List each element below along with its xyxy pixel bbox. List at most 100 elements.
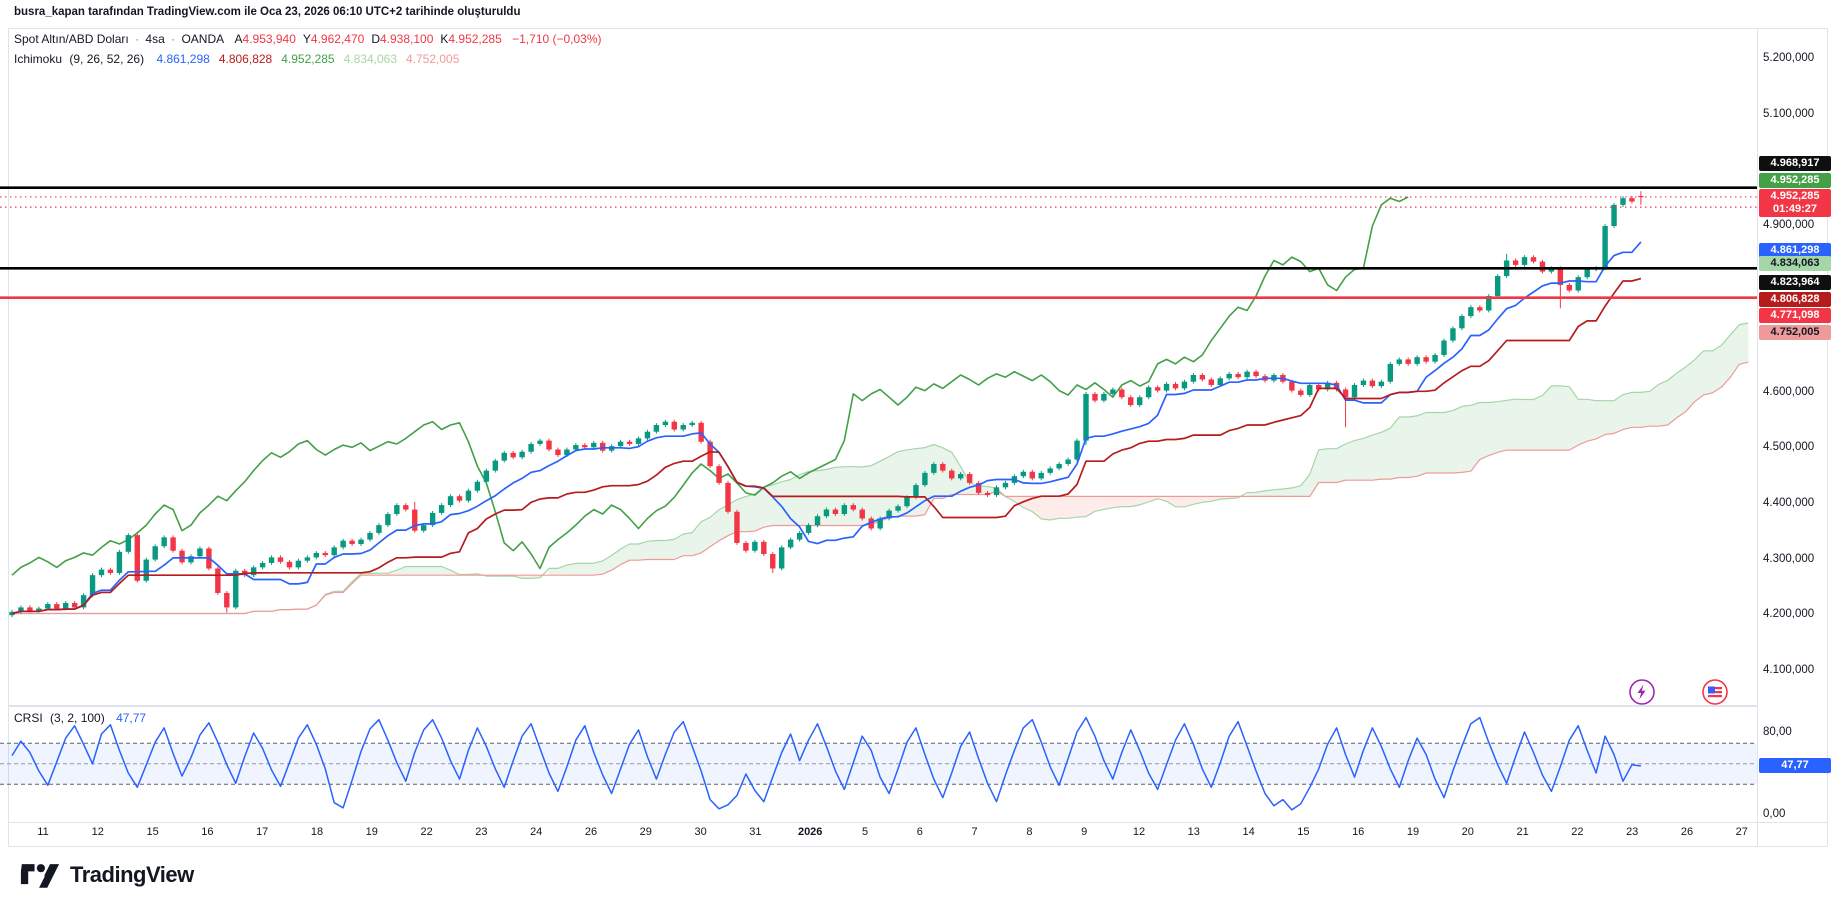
symbol-title: Spot Altın/ABD Doları xyxy=(14,32,129,46)
bar-countdown: 01:49:27 xyxy=(1772,203,1818,215)
time-tick-label: 23 xyxy=(1626,826,1639,838)
time-tick-label: 2026 xyxy=(797,826,823,838)
ichimoku-value: 4.861,298 xyxy=(156,52,210,66)
time-tick-label: 24 xyxy=(530,826,543,838)
time-tick-label: 12 xyxy=(91,826,104,838)
time-tick-label: 14 xyxy=(1242,826,1255,838)
time-tick-label: 22 xyxy=(420,826,433,838)
tradingview-logo-icon xyxy=(20,864,60,888)
crsi-value-badge: 47,77 xyxy=(1759,758,1831,773)
time-tick-label: 19 xyxy=(1406,826,1420,838)
ohlc-letter: A xyxy=(234,32,243,46)
ichimoku-value: 4.834,063 xyxy=(343,52,397,66)
price-badge: 4.968,917 xyxy=(1759,156,1831,171)
ohlc-value: 4.953,940 xyxy=(242,32,296,46)
time-axis-separator xyxy=(8,822,1827,823)
crsi-pane[interactable] xyxy=(0,706,1757,822)
crsi-legend[interactable]: CRSI (3, 2, 100) 47,77 xyxy=(14,711,146,725)
price-change: −1,710 (−0,03%) xyxy=(512,32,602,46)
ichimoku-value: 4.806,828 xyxy=(218,52,273,66)
tradingview-footer[interactable]: TradingView xyxy=(20,862,194,888)
time-tick-label: 31 xyxy=(749,826,762,838)
time-tick-label: 9 xyxy=(1081,826,1088,838)
time-tick-label: 8 xyxy=(1026,826,1033,838)
symbol-legend[interactable]: Spot Altın/ABD Doları · 4sa · OANDA A4.9… xyxy=(14,32,602,46)
price-badge: 4.752,005 xyxy=(1759,325,1831,340)
time-tick-label: 19 xyxy=(365,826,378,838)
time-tick-label: 29 xyxy=(639,826,652,838)
price-tick-label: 4.200,000 xyxy=(1763,608,1815,621)
price-tick-label: 4.100,000 xyxy=(1763,663,1815,676)
ohlc-letter: D xyxy=(371,32,380,46)
ichimoku-values: 4.861,298 4.806,828 4.952,285 4.834,063 4.75… xyxy=(147,52,459,66)
price-tick-label: 4.500,000 xyxy=(1763,441,1815,454)
ohlc-values: A4.953,940 Y4.962,470 D4.938,100 K4.952,285 xyxy=(228,32,502,46)
ohlc-letter: Y xyxy=(302,32,311,46)
legend-separator: · xyxy=(171,32,176,46)
crsi-tick-label: 0,00 xyxy=(1763,808,1786,820)
crsi-tick-label: 80,00 xyxy=(1763,726,1792,738)
price-tick-label: 4.600,000 xyxy=(1763,385,1815,398)
frame-right-border xyxy=(1827,28,1828,846)
time-tick-label: 12 xyxy=(1132,826,1146,838)
crsi-title: CRSI xyxy=(14,711,43,725)
legend-separator: · xyxy=(135,32,140,46)
ohlc-value: 4.952,285 xyxy=(448,32,502,46)
ohlc-value: 4.938,100 xyxy=(379,32,434,46)
ichimoku-title: Ichimoku xyxy=(14,52,63,66)
price-badge: 4.952,285 01:49:27 xyxy=(1759,189,1831,217)
price-scale-separator[interactable] xyxy=(1757,28,1758,846)
ichimoku-legend[interactable]: Ichimoku (9, 26, 52, 26) 4.861,298 4.806,… xyxy=(14,52,459,66)
attribution-text: busra_kapan tarafından TradingView.com i… xyxy=(14,6,521,18)
ohlc-letter: K xyxy=(440,32,449,46)
tradingview-logo-text: TradingView xyxy=(70,862,194,887)
time-tick-label: 7 xyxy=(971,826,978,838)
time-tick-label: 11 xyxy=(37,826,49,838)
price-tick-label: 4.300,000 xyxy=(1763,552,1815,565)
price-badge: 4.823,964 xyxy=(1759,275,1831,290)
price-tick-label: 4.400,000 xyxy=(1763,497,1815,509)
time-tick-label: 23 xyxy=(475,826,488,838)
time-tick-label: 27 xyxy=(1735,826,1748,838)
time-tick-label: 20 xyxy=(1461,826,1474,838)
price-tick-label: 5.100,000 xyxy=(1763,107,1815,120)
price-badge: 4.771,098 xyxy=(1759,308,1831,323)
symbol-interval: 4sa xyxy=(145,32,165,46)
time-tick-label: 17 xyxy=(256,826,269,838)
price-badge: 4.861,298 xyxy=(1759,243,1831,258)
frame-bottom-border xyxy=(8,846,1827,847)
symbol-exchange: OANDA xyxy=(181,32,225,46)
time-tick-label: 26 xyxy=(1680,826,1694,838)
time-tick-label: 15 xyxy=(146,826,159,838)
time-tick-label: 16 xyxy=(201,826,214,838)
us-economic-events-icon[interactable] xyxy=(1701,678,1729,706)
main-price-pane[interactable] xyxy=(0,28,1757,706)
time-tick-label: 13 xyxy=(1187,826,1200,838)
price-tick-label: 5.200,000 xyxy=(1763,52,1815,65)
ichimoku-params: (9, 26, 52, 26) xyxy=(69,52,145,66)
time-tick-label: 5 xyxy=(861,826,869,838)
frame-left-border xyxy=(8,28,9,846)
crsi-value: 47,77 xyxy=(116,711,147,725)
price-scale[interactable]: 5.200,000 5.100,000 4.900,000 4.600,000 4.50… xyxy=(1758,28,1835,846)
time-tick-label: 18 xyxy=(310,826,324,838)
price-badge: 4.834,063 xyxy=(1759,256,1831,271)
crsi-params: (3, 2, 100) xyxy=(50,711,105,725)
time-tick-label: 30 xyxy=(694,826,707,838)
lightning-events-icon[interactable] xyxy=(1628,678,1656,706)
time-tick-label: 15 xyxy=(1297,826,1310,838)
ichimoku-value: 4.952,285 xyxy=(281,52,335,66)
frame-top-border xyxy=(8,28,1827,29)
pane-separator[interactable] xyxy=(8,705,1757,707)
ichimoku-value: 4.752,005 xyxy=(406,52,460,66)
price-badge: 4.806,828 xyxy=(1759,292,1831,307)
time-tick-label: 26 xyxy=(584,826,598,838)
time-tick-label: 16 xyxy=(1352,826,1365,838)
time-tick-label: 21 xyxy=(1516,826,1529,838)
ohlc-value: 4.962,470 xyxy=(310,32,365,46)
time-tick-label: 22 xyxy=(1571,826,1584,838)
price-badge: 4.952,285 xyxy=(1759,173,1831,188)
time-tick-label: 6 xyxy=(916,826,923,838)
time-axis[interactable]: 11 12 15 16 17 18 19 22 23 24 26 29 30 31 2026 5 6 7 8 9 12 1… xyxy=(0,822,1757,846)
